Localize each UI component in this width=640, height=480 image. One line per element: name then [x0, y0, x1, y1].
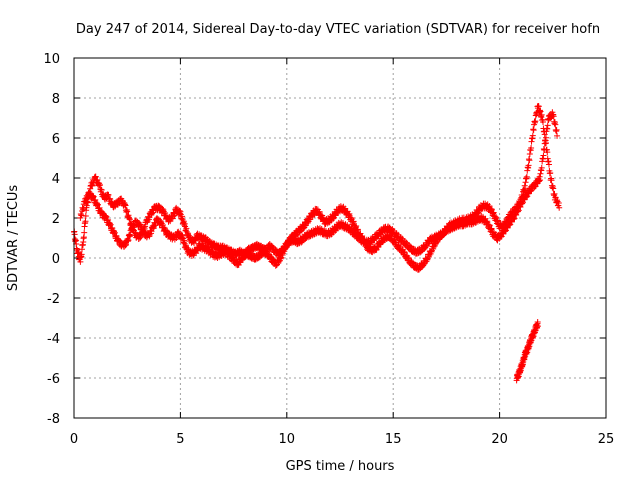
data-point: [541, 131, 548, 138]
x-tick-label: 20: [491, 432, 508, 447]
y-tick-label: -2: [47, 292, 60, 307]
series-track-a: [71, 102, 563, 273]
y-tick-label: 0: [52, 252, 60, 267]
y-tick-label: -8: [47, 412, 60, 427]
x-tick-label: 5: [176, 432, 184, 447]
data-point: [538, 111, 545, 118]
data-point: [537, 177, 544, 184]
x-tick-label: 25: [598, 432, 615, 447]
y-tick-label: 10: [43, 52, 60, 67]
data-point: [526, 157, 533, 164]
data-point: [551, 190, 558, 197]
x-tick-label: 0: [70, 432, 78, 447]
axis-ticks: 0 5 10 15 20 25 -8 -6 -4 -2 0 2 4 6 8 10: [43, 52, 614, 447]
data-point: [528, 144, 535, 151]
data-point: [529, 132, 536, 139]
data-points: [71, 102, 563, 384]
data-point: [550, 185, 557, 192]
data-point: [553, 126, 560, 133]
series-track-b: [77, 109, 561, 269]
plot-frame: [73, 57, 607, 419]
chart-title: Day 247 of 2014, Sidereal Day-to-day VTE…: [76, 22, 600, 37]
x-tick-label: 10: [279, 432, 296, 447]
series-outlier: [513, 319, 541, 384]
data-point: [523, 173, 530, 180]
data-point: [81, 229, 88, 236]
data-point: [554, 132, 561, 139]
data-point: [534, 323, 541, 330]
y-tick-label: -4: [47, 332, 60, 347]
y-axis-label: SDTVAR / TECUs: [6, 185, 21, 292]
data-point: [548, 177, 555, 184]
data-point: [525, 162, 532, 169]
x-axis-label: GPS time / hours: [286, 459, 395, 474]
x-tick-label: 15: [385, 432, 402, 447]
y-tick-label: 6: [52, 132, 60, 147]
data-point: [542, 134, 549, 141]
data-point: [540, 119, 547, 126]
data-point: [532, 118, 539, 125]
data-point: [78, 251, 85, 258]
y-tick-label: 8: [52, 92, 60, 107]
data-point: [556, 204, 563, 211]
data-point: [538, 164, 545, 171]
data-point: [544, 122, 551, 129]
data-point: [540, 152, 547, 159]
data-point: [547, 169, 554, 176]
data-point: [550, 113, 557, 120]
data-point: [545, 161, 552, 168]
data-point: [541, 147, 548, 154]
grid-lines: [74, 58, 606, 418]
y-tick-label: 4: [52, 172, 60, 187]
data-point: [552, 121, 559, 128]
y-tick-label: 2: [52, 212, 60, 227]
y-tick-label: -6: [47, 372, 60, 387]
data-point: [82, 218, 89, 225]
data-point: [530, 127, 537, 134]
